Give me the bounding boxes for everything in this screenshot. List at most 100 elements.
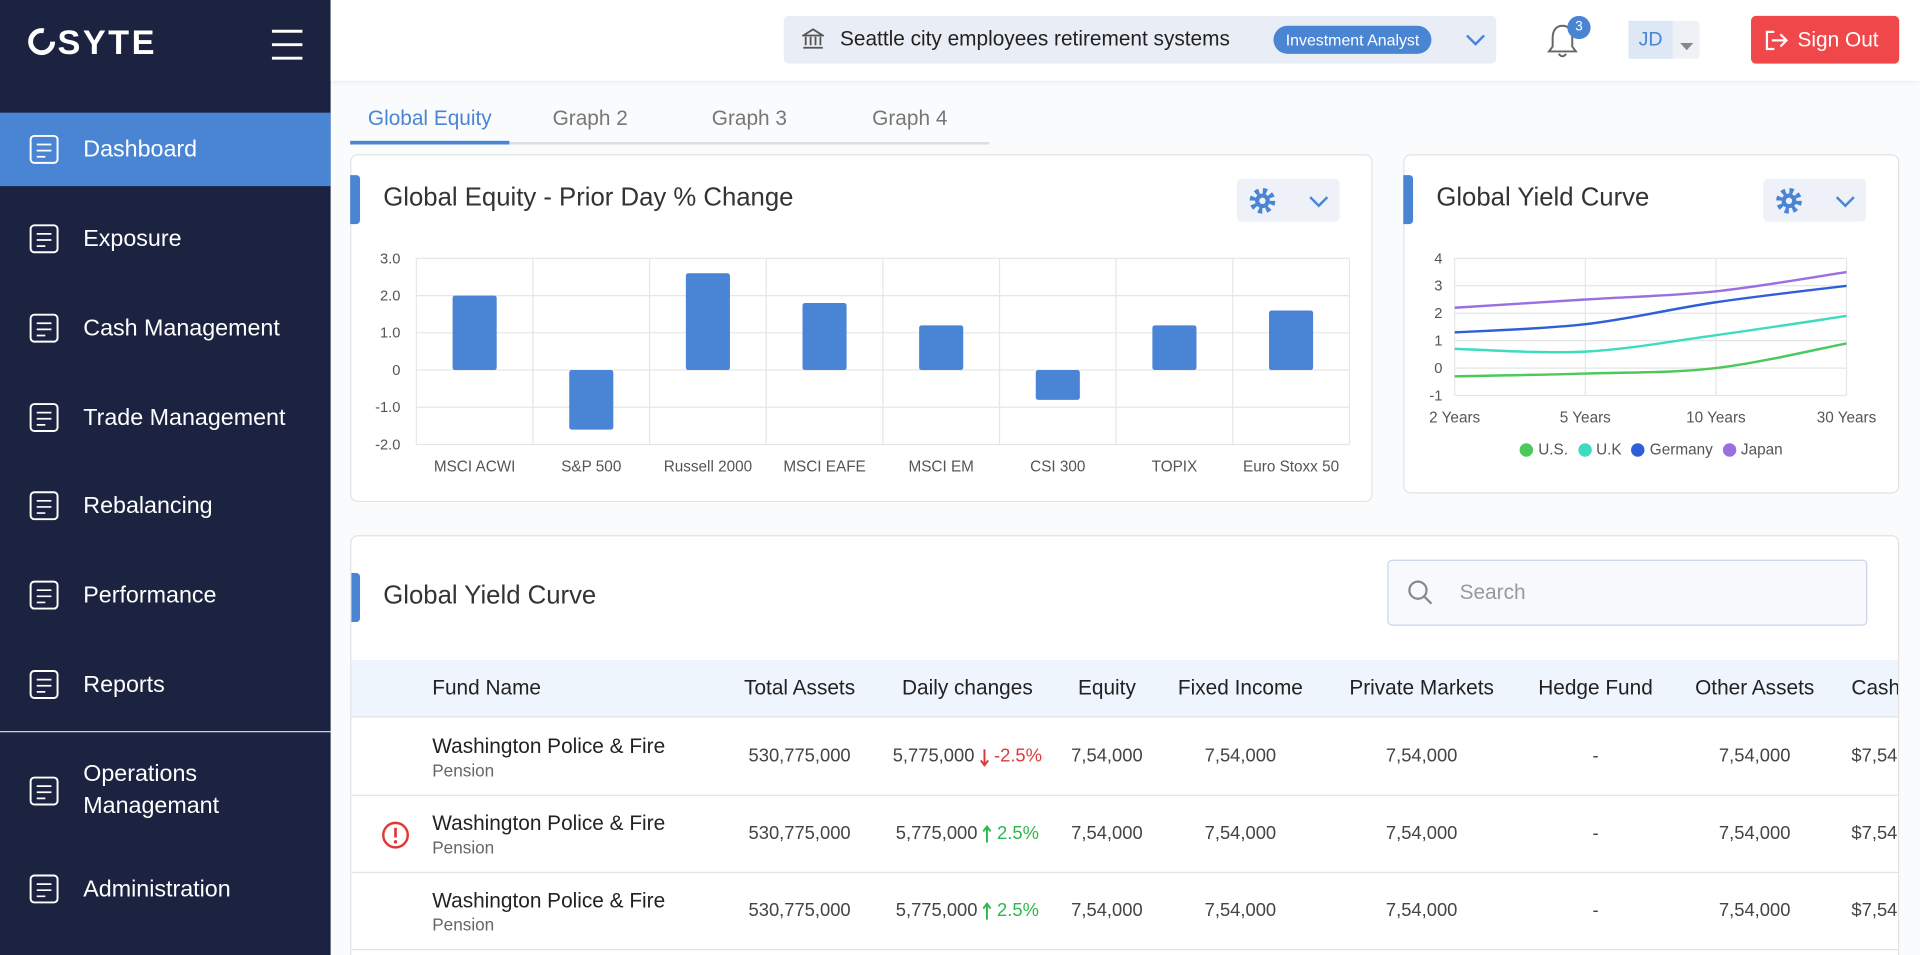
cell: 7,54,000	[1204, 822, 1277, 844]
legend-swatch	[1577, 442, 1592, 457]
cell: $7,54,000	[1851, 822, 1898, 844]
organization-selector[interactable]: Seattle city employees retirement system…	[783, 15, 1497, 64]
menu-icon	[28, 223, 60, 261]
card-accent	[1403, 175, 1414, 225]
menu-label: Dashboard	[83, 137, 198, 163]
search-icon-svg	[1408, 580, 1433, 605]
cell: $7,54,000	[1851, 745, 1898, 767]
menu-item[interactable]: Administration	[0, 852, 331, 925]
daily-change-cell: 5,775,000 2.5%	[845, 900, 1090, 923]
role-badge: Investment Analyst	[1273, 25, 1432, 54]
menu-label: Exposure	[83, 226, 182, 253]
menu-item[interactable]: Cash Management	[0, 291, 331, 364]
daily-change-cell: 5,775,000 2.5%	[845, 823, 1090, 846]
fund-name: Washington Police & Fire	[432, 888, 666, 913]
column-header[interactable]: Other Assets	[1695, 675, 1815, 700]
menu-item[interactable]: Operations Managemant	[0, 754, 331, 827]
cell: 7,54,000	[1204, 745, 1277, 767]
menu-item[interactable]: Performance	[0, 558, 331, 631]
column-header[interactable]: Cash	[1851, 675, 1900, 700]
cell: 7,54,000	[1718, 745, 1791, 767]
sign-out-icon	[1764, 29, 1789, 57]
gear-icon	[1249, 187, 1276, 220]
cell: 7,54,000	[1718, 900, 1791, 921]
cell: 7,54,000	[1204, 900, 1277, 921]
gear-icon	[1776, 187, 1803, 220]
legend-item[interactable]: Germany	[1631, 441, 1713, 458]
alert-icon	[381, 820, 410, 856]
sign-out-icon-svg	[1765, 30, 1789, 51]
legend-label: U.K	[1596, 440, 1622, 458]
chevron	[1466, 32, 1486, 54]
tab-indicator	[350, 140, 510, 145]
menu-icon-svg	[29, 776, 59, 806]
menu-item[interactable]: Trade Management	[0, 381, 331, 454]
card-accent	[350, 175, 361, 225]
menu-icon-svg	[29, 670, 59, 699]
chart-settings[interactable]	[1236, 178, 1340, 222]
logo-mark	[27, 27, 56, 63]
tab[interactable]: Graph 3	[711, 106, 788, 130]
table-row	[351, 873, 1898, 951]
menu-icon-svg	[29, 224, 59, 254]
menu-label: Reports	[83, 672, 165, 698]
column-header[interactable]: Daily changes	[901, 675, 1033, 700]
legend-item[interactable]: U.K	[1577, 440, 1622, 458]
table-row	[351, 796, 1898, 874]
fund-type: Pension	[432, 760, 495, 781]
legend-item[interactable]: Japan	[1722, 441, 1783, 458]
column-header[interactable]: Fixed Income	[1177, 675, 1303, 700]
column-header[interactable]: Hedge Fund	[1538, 675, 1653, 700]
menu-item[interactable]: Reports	[0, 648, 331, 721]
column-header[interactable]: Total Assets	[744, 675, 856, 700]
logo: SYTE	[57, 23, 157, 62]
search-box[interactable]: Search	[1387, 559, 1868, 626]
tab[interactable]: Global Equity	[367, 106, 492, 130]
sign-out-button[interactable]: Sign Out	[1751, 15, 1900, 64]
column-header[interactable]: Fund Name	[432, 675, 542, 700]
legend-item[interactable]: U.S.	[1519, 441, 1568, 458]
cell: 7,54,000	[1071, 822, 1143, 844]
daily-change-pct: 2.5%	[997, 822, 1039, 844]
trend-arrow	[982, 824, 992, 848]
user-avatar: JD	[1628, 20, 1673, 59]
tabs-line	[350, 142, 990, 145]
column-header[interactable]: Equity	[1078, 675, 1136, 700]
chart-title: Global Yield Curve	[1436, 183, 1650, 212]
menu-icon-svg	[29, 874, 59, 904]
daily-change-pct: -2.5%	[993, 745, 1042, 767]
chevron-svg	[1835, 196, 1855, 208]
cell: 7,54,000	[1385, 900, 1458, 921]
fund-name: Washington Police & Fire	[432, 811, 666, 836]
menu-label: Administration	[83, 876, 231, 903]
menu-item[interactable]: Dashboard	[0, 112, 331, 187]
legend-swatch	[1519, 442, 1534, 457]
menu-icon	[28, 669, 60, 707]
menu-icon	[28, 579, 60, 617]
bank-icon-svg	[800, 28, 827, 49]
daily-change-cell: 5,775,000 -2.5%	[845, 746, 1090, 769]
column-header[interactable]: Private Markets	[1349, 675, 1494, 700]
menu-label: Cash Management	[83, 315, 280, 342]
sidebar-divider	[0, 731, 331, 733]
menu-icon-svg	[29, 134, 59, 164]
menu-label: Operations Managemant	[83, 761, 220, 820]
menu-item[interactable]: Rebalancing	[0, 469, 331, 542]
menu-toggle-svg	[271, 29, 303, 60]
cell: 7,54,000	[1071, 900, 1143, 921]
tab[interactable]: Graph 2	[552, 106, 628, 130]
alert-icon-svg	[382, 821, 409, 849]
user-menu[interactable]: JD	[1628, 20, 1700, 59]
cell: 530,775,000	[748, 900, 851, 921]
daily-change-pct: 2.5%	[997, 900, 1039, 921]
menu-icon	[28, 775, 60, 813]
legend: U.S. U.K Germany Japan	[1403, 441, 1899, 458]
notification-badge[interactable]: 3	[1567, 15, 1591, 40]
tab[interactable]: Graph 4	[872, 106, 948, 130]
logo-mark-svg	[28, 28, 56, 56]
chart-settings[interactable]	[1763, 178, 1867, 222]
fund-type: Pension	[432, 914, 495, 935]
sign-out-label: Sign Out	[1797, 28, 1879, 52]
menu-item[interactable]: Exposure	[0, 202, 331, 275]
